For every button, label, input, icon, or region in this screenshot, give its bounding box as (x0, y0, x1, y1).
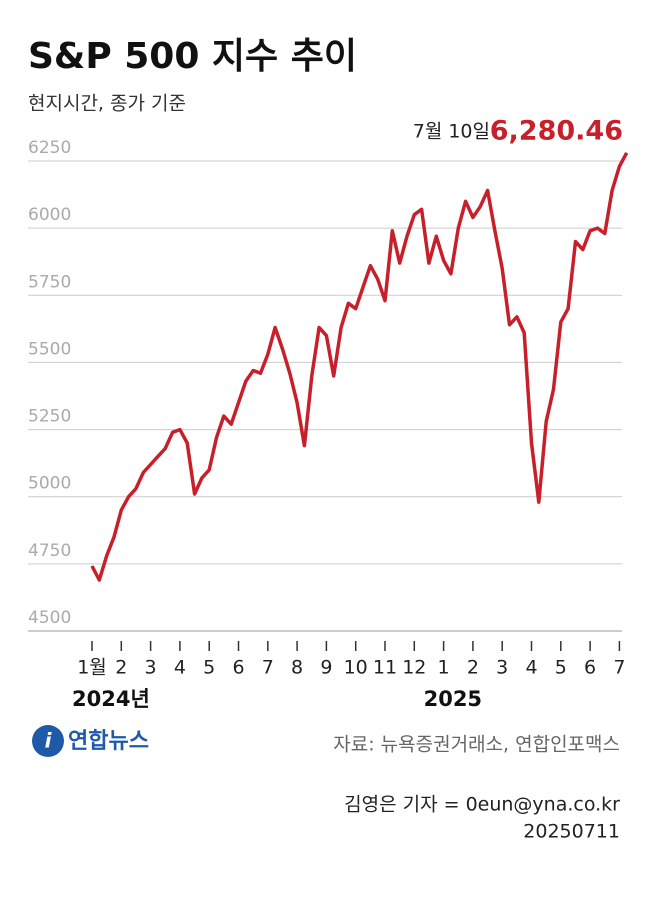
year-label: 2025 (424, 687, 482, 711)
y-tick-label: 4750 (28, 541, 71, 561)
y-tick-label: 5250 (28, 407, 71, 427)
y-tick-label: 6250 (28, 138, 71, 158)
x-tick-label: 6 (584, 657, 596, 679)
chart-subtitle: 현지시간, 종가 기준 (28, 93, 186, 115)
x-tick-label: 7 (262, 657, 274, 679)
year-label: 2024년 (72, 687, 150, 711)
logo-glyph: i (45, 729, 53, 753)
x-tick-label: 11 (373, 657, 397, 679)
x-tick-label: 5 (555, 657, 567, 679)
x-tick-label: 6 (232, 657, 244, 679)
logo-text: 연합뉴스 (68, 728, 149, 754)
chart-title: S&P 500 지수 추이 (28, 36, 357, 77)
x-tick-label: 9 (320, 657, 332, 679)
x-tick-label: 7 (613, 657, 625, 679)
x-tick-label: 2 (115, 657, 127, 679)
credit: 김영은 기자 = 0eun@yna.co.kr (344, 794, 620, 816)
x-tick-label: 3 (496, 657, 508, 679)
x-tick-label: 5 (203, 657, 215, 679)
logo: i 연합뉴스 (32, 725, 149, 757)
y-tick-label: 6000 (28, 205, 71, 225)
source: 자료: 뉴욕증권거래소, 연합인포맥스 (333, 734, 620, 756)
annotation: 7월 10일 (413, 121, 490, 143)
y-tick-label: 5750 (28, 272, 71, 292)
x-tick-label: 4 (174, 657, 186, 679)
x-tick-label: 10 (344, 657, 368, 679)
x-tick-label: 8 (291, 657, 303, 679)
logo-mark (32, 725, 64, 757)
x-tick-label: 1 (438, 657, 450, 679)
x-tick-label: 1월 (77, 657, 107, 679)
x-tick-label: 12 (402, 657, 426, 679)
x-tick-label: 2 (467, 657, 479, 679)
x-tick-label: 3 (145, 657, 157, 679)
y-tick-label: 4500 (28, 608, 71, 628)
x-tick-label: 4 (525, 657, 537, 679)
value-label: 6,280.46 (490, 116, 623, 147)
date: 20250711 (523, 821, 620, 843)
y-tick-label: 5500 (28, 339, 71, 359)
y-tick-label: 5000 (28, 474, 71, 494)
line (90, 151, 629, 582)
